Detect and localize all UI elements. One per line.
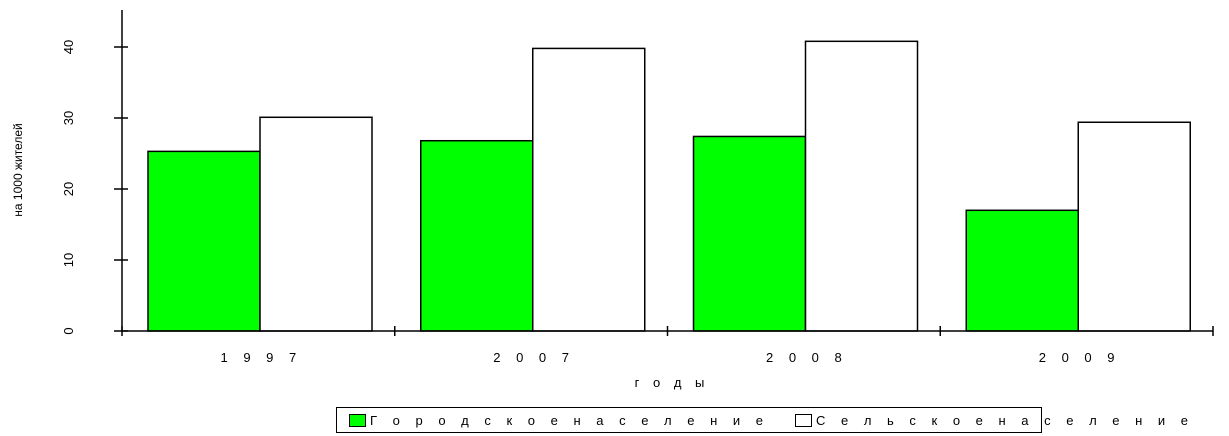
x-ticks-group: 1 9 9 7 2 0 0 7 2 0 0 8 2 0 0 9: [121, 326, 1214, 365]
bar-series1-1: [532, 47, 646, 332]
bar-series1-2: [804, 40, 919, 332]
legend-item-rural: С е л ь с к о е н а с е л е н и е: [795, 413, 1194, 428]
bars-group: [147, 40, 1191, 332]
bar-series0-3: [965, 209, 1079, 332]
x-axis-label: г о д ы: [635, 375, 710, 390]
y-tick-label: 0: [61, 327, 76, 334]
x-tick-label: 1 9 9 7: [220, 350, 302, 365]
legend-label-rural: С е л ь с к о е н а с е л е н и е: [816, 412, 1195, 428]
legend: Г о р о д с к о е н а с е л е н и е С е …: [336, 407, 1188, 433]
legend-swatch-rural: [795, 413, 812, 427]
y-tick-label: 40: [61, 40, 76, 54]
bar-series0-2: [692, 135, 807, 332]
bar-series1-3: [1077, 121, 1191, 332]
legend-swatch-urban: [349, 413, 366, 427]
bar-series1-0: [259, 116, 373, 332]
x-tick-label: 2 0 0 7: [493, 350, 575, 365]
legend-item-urban: Г о р о д с к о е н а с е л е н и е: [349, 413, 769, 428]
bar-chart: 0 10 20 30 40 1 9 9 7 2 0 0 7 2 0 0 8 2 0 0 9 г…: [11, 10, 1214, 390]
y-ticks-group: 0 10 20 30 40: [61, 40, 128, 335]
legend-label-urban: Г о р о д с к о е н а с е л е н и е: [370, 412, 769, 428]
y-tick-label: 30: [61, 111, 76, 125]
x-tick-label: 2 0 0 9: [1039, 350, 1121, 365]
y-tick-label: 20: [61, 182, 76, 196]
bar-series0-1: [420, 139, 534, 332]
bar-series0-0: [147, 150, 261, 332]
x-tick-label: 2 0 0 8: [766, 350, 848, 365]
y-tick-label: 10: [61, 253, 76, 267]
y-axis-label: на 1000 жителей: [11, 123, 25, 216]
